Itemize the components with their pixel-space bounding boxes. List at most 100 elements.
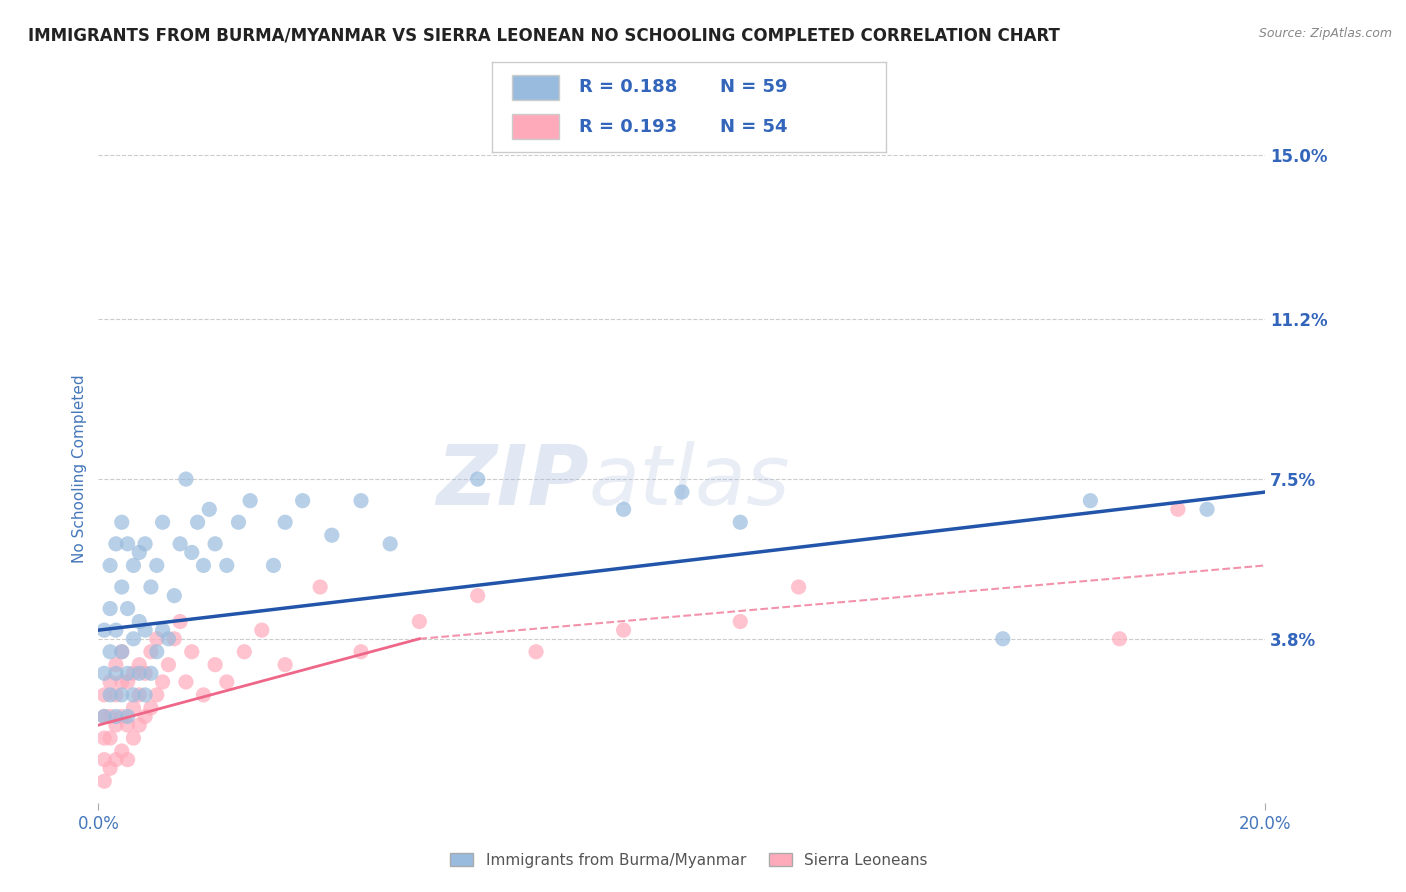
Point — [309, 580, 332, 594]
Point — [111, 688, 134, 702]
Point — [157, 657, 180, 672]
Point — [104, 657, 127, 672]
Point — [117, 718, 139, 732]
Point — [93, 774, 115, 789]
Point — [193, 558, 215, 573]
Point — [250, 623, 273, 637]
Point — [104, 537, 127, 551]
Point — [117, 666, 139, 681]
Point — [378, 537, 402, 551]
Point — [187, 515, 209, 529]
Point — [787, 580, 810, 594]
Point — [122, 666, 145, 681]
Point — [204, 537, 226, 551]
Point — [98, 731, 121, 745]
Point — [93, 688, 115, 702]
Point — [467, 472, 489, 486]
Point — [134, 537, 156, 551]
Point — [198, 502, 221, 516]
Point — [93, 731, 115, 745]
Point — [104, 718, 127, 732]
Point — [111, 645, 134, 659]
Legend: Immigrants from Burma/Myanmar, Sierra Leoneans: Immigrants from Burma/Myanmar, Sierra Le… — [443, 845, 935, 875]
Point — [117, 537, 139, 551]
Point — [93, 709, 115, 723]
Point — [1167, 502, 1189, 516]
Point — [111, 709, 134, 723]
Point — [134, 666, 156, 681]
Text: atlas: atlas — [589, 442, 790, 522]
Point — [98, 761, 121, 775]
Point — [93, 709, 115, 723]
Point — [1108, 632, 1130, 646]
Point — [93, 666, 115, 681]
Point — [104, 688, 127, 702]
Point — [117, 709, 139, 723]
Point — [117, 675, 139, 690]
Point — [228, 515, 250, 529]
Point — [104, 709, 127, 723]
Bar — [512, 75, 560, 100]
Point — [104, 753, 127, 767]
Point — [146, 645, 169, 659]
Point — [169, 615, 191, 629]
Point — [104, 623, 127, 637]
Point — [163, 589, 186, 603]
Point — [98, 601, 121, 615]
Point — [111, 675, 134, 690]
Point — [122, 731, 145, 745]
Point — [262, 558, 284, 573]
Point — [139, 580, 162, 594]
Point — [128, 666, 150, 681]
Point — [98, 675, 121, 690]
Point — [139, 645, 162, 659]
Point — [991, 632, 1014, 646]
Point — [612, 502, 634, 516]
Point — [104, 666, 127, 681]
Point — [122, 632, 145, 646]
Point — [134, 709, 156, 723]
Point — [93, 753, 115, 767]
Point — [728, 515, 751, 529]
Point — [1195, 502, 1218, 516]
Point — [117, 753, 139, 767]
Text: Source: ZipAtlas.com: Source: ZipAtlas.com — [1258, 27, 1392, 40]
Point — [139, 701, 162, 715]
Point — [233, 645, 256, 659]
Point — [180, 645, 202, 659]
Point — [122, 688, 145, 702]
Point — [408, 615, 430, 629]
Text: N = 54: N = 54 — [720, 118, 787, 136]
Point — [467, 589, 489, 603]
Text: IMMIGRANTS FROM BURMA/MYANMAR VS SIERRA LEONEAN NO SCHOOLING COMPLETED CORRELATI: IMMIGRANTS FROM BURMA/MYANMAR VS SIERRA … — [28, 27, 1060, 45]
Point — [350, 645, 373, 659]
Point — [128, 657, 150, 672]
Point — [128, 688, 150, 702]
Point — [1080, 493, 1102, 508]
Point — [111, 580, 134, 594]
Point — [291, 493, 314, 508]
Point — [180, 545, 202, 559]
Text: R = 0.188: R = 0.188 — [579, 78, 678, 96]
Point — [163, 632, 186, 646]
Point — [321, 528, 343, 542]
Point — [111, 645, 134, 659]
Text: ZIP: ZIP — [436, 442, 589, 522]
Point — [152, 623, 174, 637]
Y-axis label: No Schooling Completed: No Schooling Completed — [72, 374, 87, 563]
Point — [98, 558, 121, 573]
Text: R = 0.193: R = 0.193 — [579, 118, 676, 136]
Point — [98, 645, 121, 659]
Point — [239, 493, 262, 508]
Point — [128, 545, 150, 559]
Point — [174, 472, 197, 486]
Point — [139, 666, 162, 681]
Point — [152, 675, 174, 690]
Point — [111, 515, 134, 529]
Point — [93, 623, 115, 637]
Point — [111, 744, 134, 758]
Point — [146, 688, 169, 702]
Point — [524, 645, 547, 659]
Point — [146, 558, 169, 573]
Point — [728, 615, 751, 629]
